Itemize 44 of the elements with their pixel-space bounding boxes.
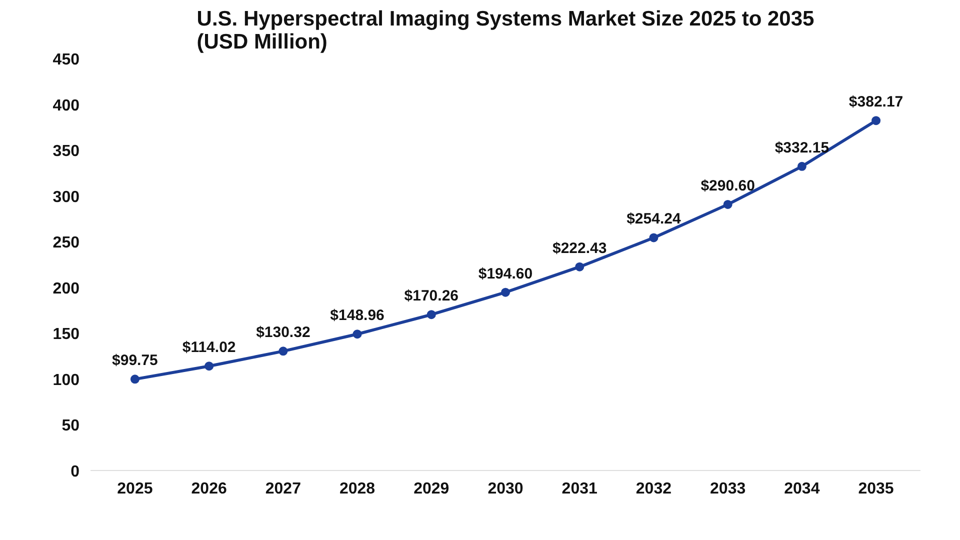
data-label: $114.02 — [182, 339, 236, 356]
x-tick-label: 2029 — [414, 480, 450, 498]
y-tick-label: 250 — [52, 234, 80, 252]
x-tick-label: 2031 — [562, 480, 598, 498]
point — [130, 374, 140, 384]
data-label: $332.15 — [774, 139, 830, 156]
point — [723, 200, 732, 209]
point — [278, 346, 288, 356]
point — [204, 362, 214, 371]
x-tick-label: 2033 — [710, 480, 746, 498]
x-tick-label: 2028 — [339, 480, 376, 498]
data-label: $194.60 — [478, 265, 533, 282]
data-label: $148.96 — [330, 307, 384, 324]
y-tick-label: 400 — [52, 97, 80, 114]
point — [872, 116, 881, 126]
y-tick-label: 450 — [52, 52, 80, 68]
y-tick-label: 50 — [62, 418, 80, 435]
point — [797, 162, 806, 171]
data-label: $382.17 — [848, 94, 904, 111]
data-label: $222.43 — [552, 240, 607, 257]
x-tick-label: 2027 — [265, 480, 302, 498]
y-tick-label: 300 — [52, 188, 80, 206]
data-label: $99.75 — [112, 352, 158, 370]
y-tick-label: 0 — [70, 464, 80, 480]
x-tick-label: 2030 — [488, 480, 524, 498]
data-label: $254.24 — [626, 210, 682, 228]
point — [649, 233, 658, 242]
data-label: $290.60 — [700, 177, 755, 194]
x-tick-label: 2025 — [117, 480, 153, 498]
x-tick-label: 2035 — [858, 480, 894, 498]
x-tick-label: 2032 — [636, 480, 672, 498]
data-label: $130.32 — [256, 324, 310, 342]
y-tick-label: 200 — [52, 280, 80, 298]
y-tick-label: 150 — [52, 326, 80, 344]
point — [501, 288, 510, 297]
y-tick-label: 350 — [52, 143, 80, 160]
y-tick-label: 100 — [52, 372, 80, 389]
point — [575, 262, 584, 272]
point — [426, 310, 436, 320]
point — [352, 330, 362, 339]
chart-title: U.S. Hyperspectral Imaging Systems Market Size 2025 to 2035 (USD Million) — [196, 8, 815, 54]
data-label: $170.26 — [404, 288, 459, 305]
x-tick-label: 2026 — [191, 480, 227, 498]
x-tick-label: 2034 — [784, 480, 820, 498]
